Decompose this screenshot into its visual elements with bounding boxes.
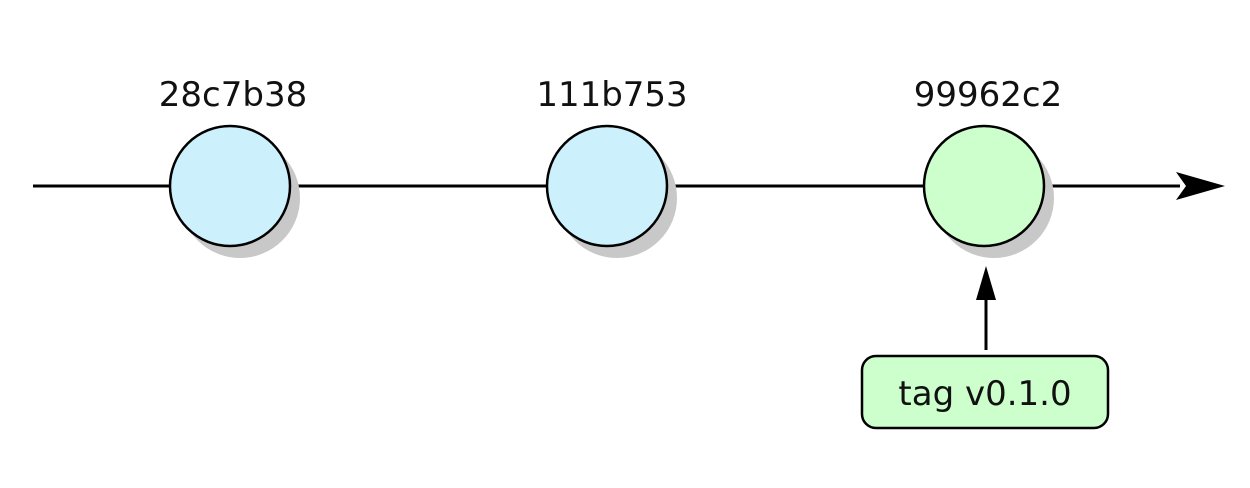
commit-node: 28c7b38 (159, 75, 307, 258)
commit-circle (545, 124, 669, 248)
tag-pointer-arrowhead (976, 266, 996, 300)
commit-node: 99962c2 (914, 75, 1062, 258)
tag-box-rect (860, 354, 1110, 430)
commit-hash-label: 28c7b38 (159, 75, 307, 115)
commit-circle (168, 124, 292, 248)
commit-hash-label: 99962c2 (914, 75, 1062, 115)
timeline-arrowhead (1176, 172, 1225, 200)
tag-box: tag v0.1.0 (860, 354, 1110, 430)
commit-node: 111b753 (536, 75, 688, 258)
commit-circle (922, 124, 1046, 248)
commit-hash-label: 111b753 (536, 75, 687, 115)
tag-label: tag v0.1.0 (898, 374, 1071, 414)
